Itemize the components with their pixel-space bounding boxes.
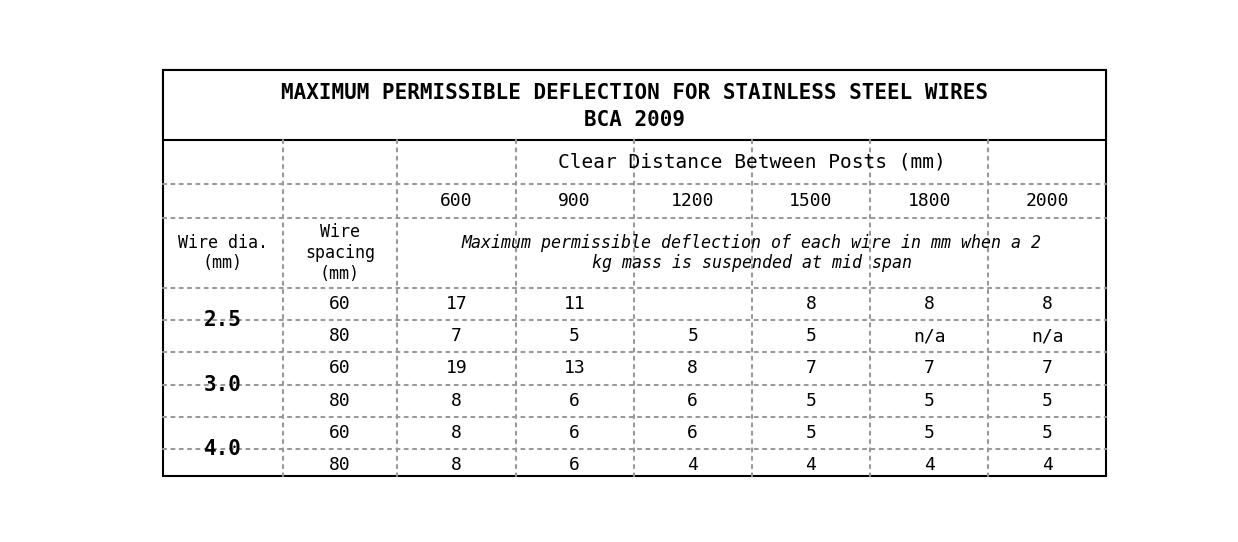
Text: 8: 8 bbox=[451, 456, 462, 474]
Text: BCA 2009: BCA 2009 bbox=[584, 111, 685, 130]
Text: 11: 11 bbox=[563, 295, 586, 313]
Text: 4: 4 bbox=[687, 456, 698, 474]
Text: MAXIMUM PERMISSIBLE DEFLECTION FOR STAINLESS STEEL WIRES: MAXIMUM PERMISSIBLE DEFLECTION FOR STAIN… bbox=[281, 82, 988, 102]
Text: 5: 5 bbox=[806, 424, 816, 442]
Text: Wire
spacing
(mm): Wire spacing (mm) bbox=[305, 223, 375, 283]
Text: 8: 8 bbox=[924, 295, 935, 313]
Text: 2000: 2000 bbox=[1025, 192, 1070, 210]
Text: 80: 80 bbox=[329, 456, 350, 474]
Text: 8: 8 bbox=[451, 392, 462, 410]
Text: 5: 5 bbox=[924, 392, 935, 410]
Text: 5: 5 bbox=[687, 327, 698, 345]
Text: 900: 900 bbox=[558, 192, 591, 210]
Text: n/a: n/a bbox=[1031, 327, 1063, 345]
Text: 6: 6 bbox=[569, 392, 581, 410]
Text: 2.5: 2.5 bbox=[203, 310, 241, 330]
Text: 7: 7 bbox=[806, 359, 816, 377]
Text: 5: 5 bbox=[806, 392, 816, 410]
Text: 4.0: 4.0 bbox=[203, 439, 241, 459]
Text: 60: 60 bbox=[329, 295, 350, 313]
Text: 7: 7 bbox=[924, 359, 935, 377]
Text: 8: 8 bbox=[687, 359, 698, 377]
Text: 5: 5 bbox=[1042, 424, 1052, 442]
Text: 6: 6 bbox=[687, 424, 698, 442]
Text: Wire dia.
(mm): Wire dia. (mm) bbox=[177, 234, 267, 272]
Text: n/a: n/a bbox=[912, 327, 946, 345]
Text: 6: 6 bbox=[569, 456, 581, 474]
Text: 5: 5 bbox=[569, 327, 581, 345]
Text: 4: 4 bbox=[1042, 456, 1052, 474]
Text: 6: 6 bbox=[687, 392, 698, 410]
Text: 13: 13 bbox=[563, 359, 586, 377]
Text: 1500: 1500 bbox=[790, 192, 833, 210]
Text: 7: 7 bbox=[451, 327, 462, 345]
Text: 8: 8 bbox=[1042, 295, 1052, 313]
Text: 60: 60 bbox=[329, 424, 350, 442]
Text: Maximum permissible deflection of each wire in mm when a 2
kg mass is suspended : Maximum permissible deflection of each w… bbox=[462, 234, 1042, 272]
Text: 5: 5 bbox=[924, 424, 935, 442]
Text: 8: 8 bbox=[451, 424, 462, 442]
Text: 1200: 1200 bbox=[671, 192, 714, 210]
Text: 80: 80 bbox=[329, 392, 350, 410]
Bar bbox=[162, 70, 1107, 140]
Text: 4: 4 bbox=[924, 456, 935, 474]
Text: 4: 4 bbox=[806, 456, 816, 474]
Text: 60: 60 bbox=[329, 359, 350, 377]
Text: 7: 7 bbox=[1042, 359, 1052, 377]
Text: 600: 600 bbox=[439, 192, 473, 210]
Text: 19: 19 bbox=[446, 359, 467, 377]
Text: 3.0: 3.0 bbox=[203, 375, 241, 395]
Text: 17: 17 bbox=[446, 295, 467, 313]
Text: 8: 8 bbox=[806, 295, 816, 313]
Text: 6: 6 bbox=[569, 424, 581, 442]
Text: Clear Distance Between Posts (mm): Clear Distance Between Posts (mm) bbox=[558, 152, 946, 172]
Text: 80: 80 bbox=[329, 327, 350, 345]
Text: 5: 5 bbox=[1042, 392, 1052, 410]
Text: 5: 5 bbox=[806, 327, 816, 345]
Text: 1800: 1800 bbox=[907, 192, 951, 210]
